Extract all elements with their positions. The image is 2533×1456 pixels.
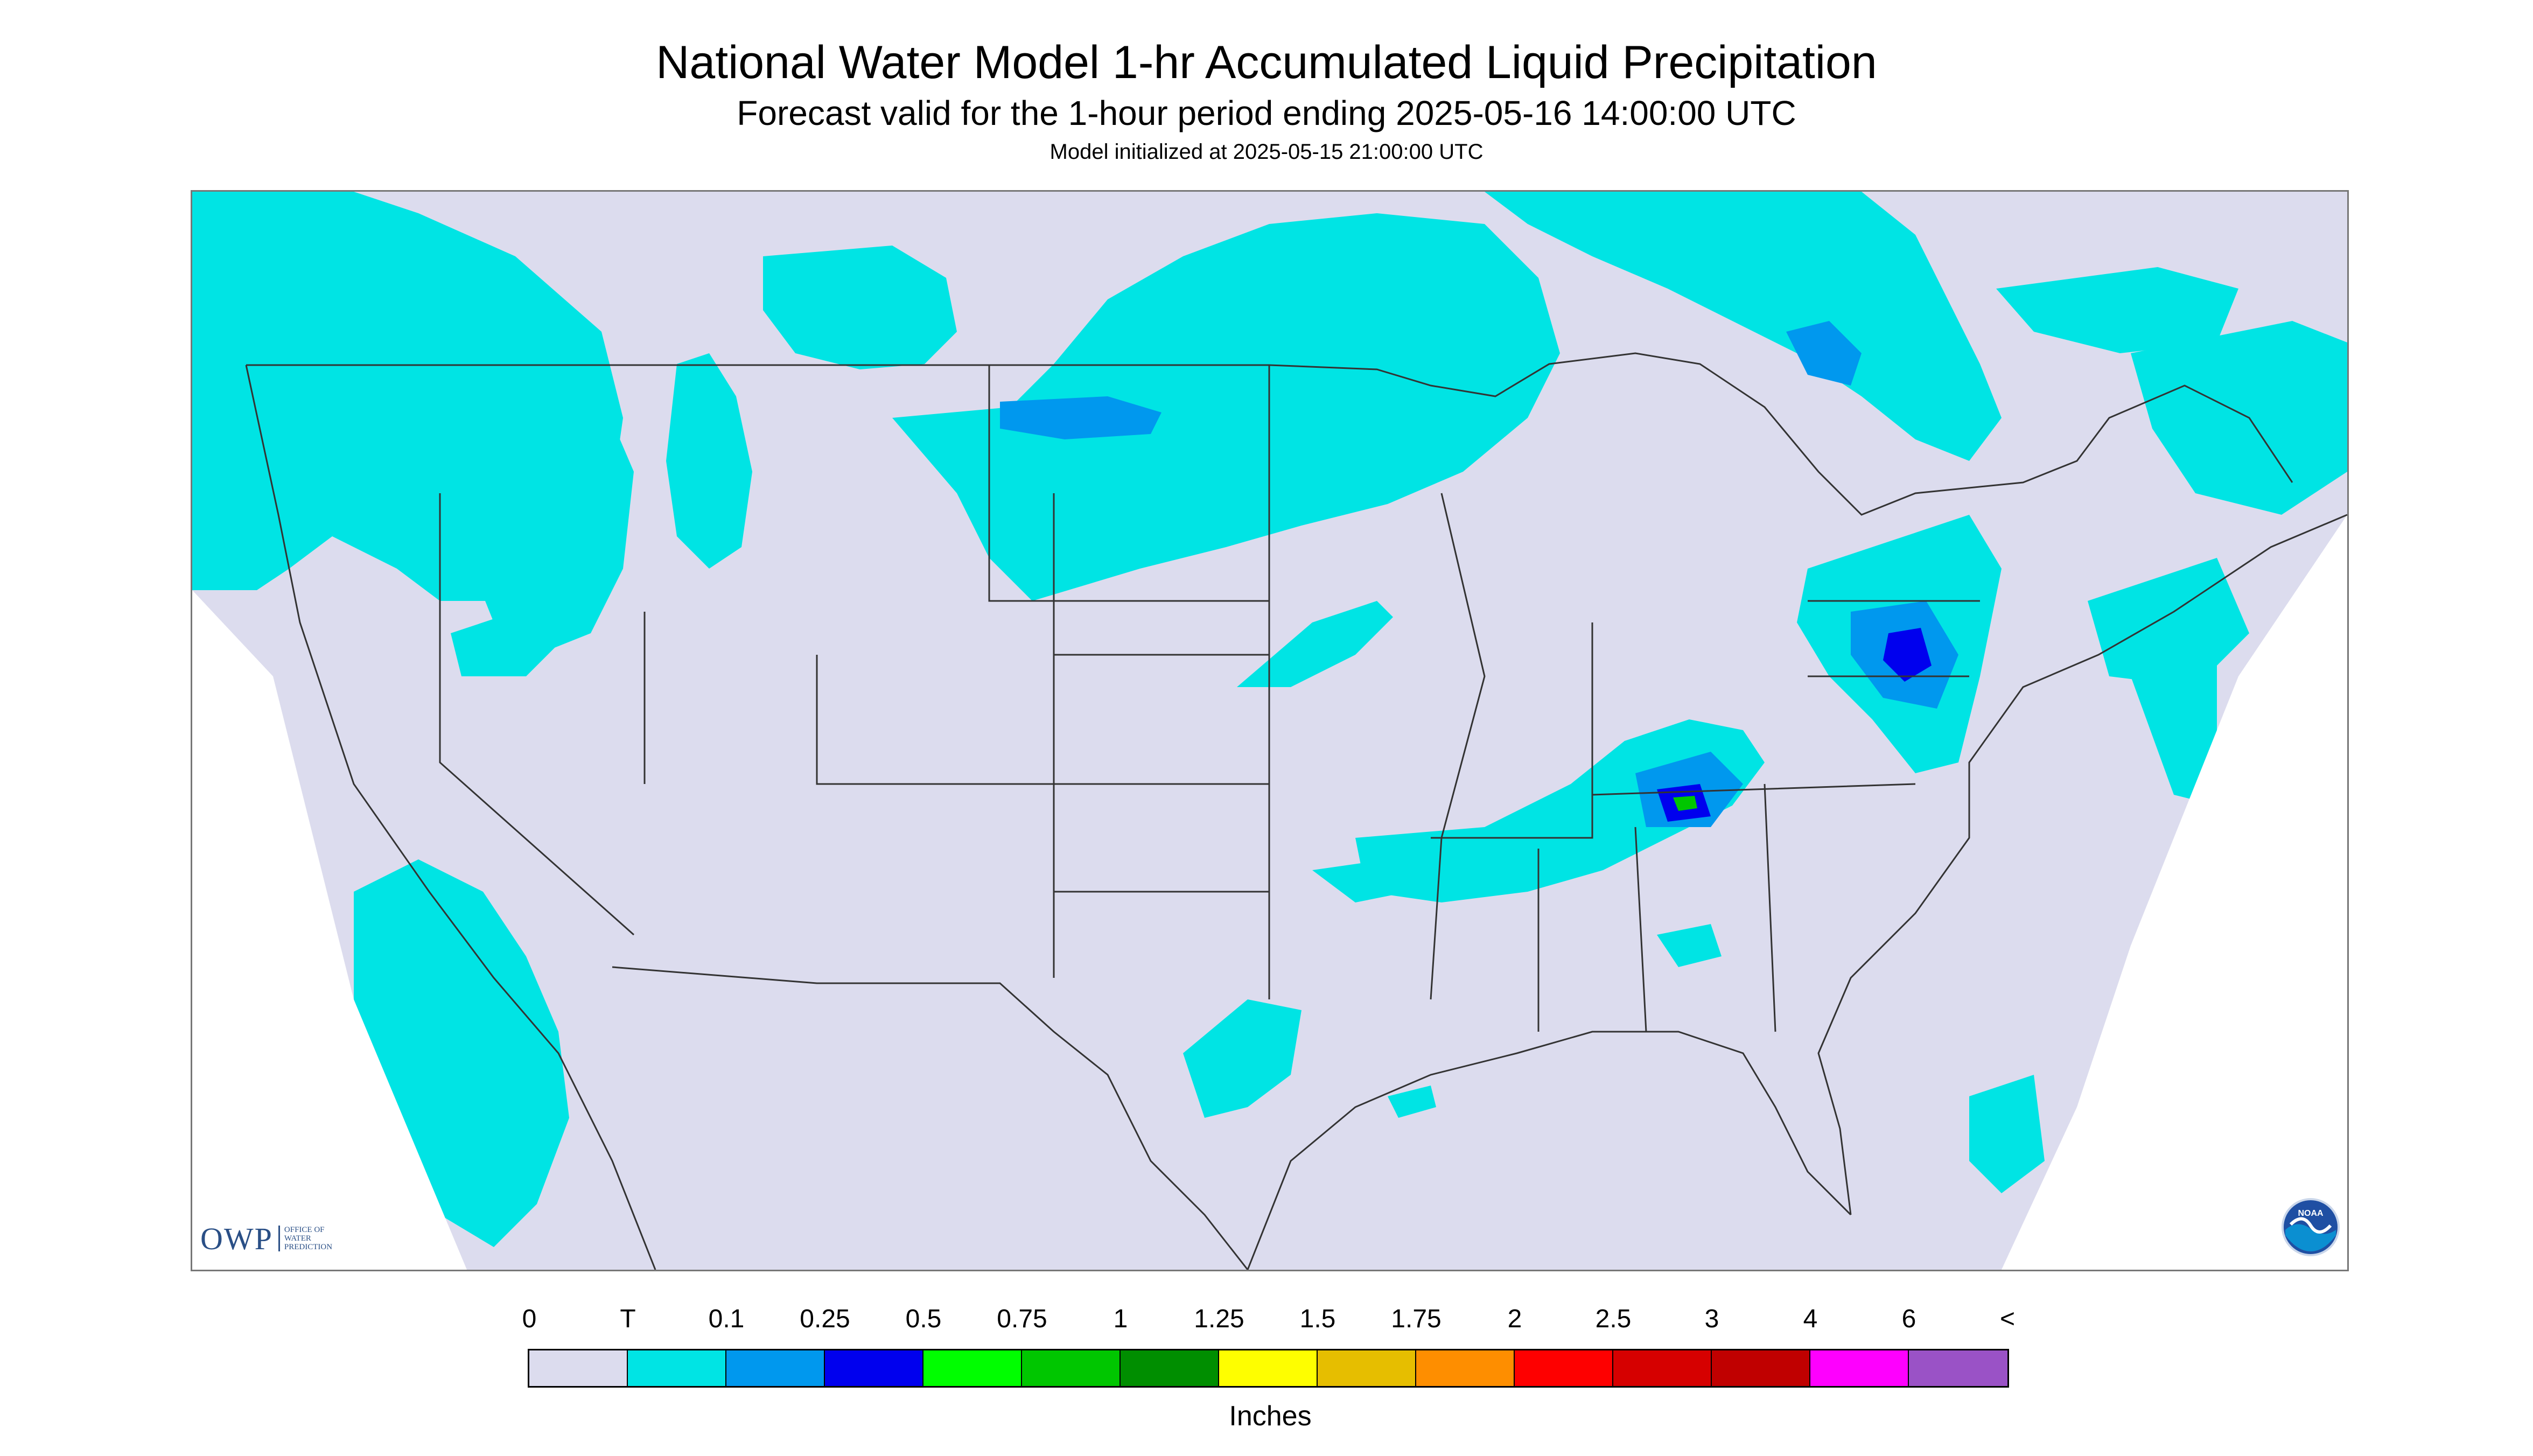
state-line-southeast [1537,783,1776,1032]
legend-swatch [1318,1350,1416,1386]
state-line-northeast [1808,600,1980,677]
legend-label: 0 [522,1305,537,1333]
legend-label: 0.5 [905,1305,942,1333]
precipitation-legend: 0 T 0.1 0.25 0.5 0.75 1 1.25 1.5 1.75 2 2.5 3 4 6 < Inc… [522,1303,2015,1432]
legend-label: 0.75 [997,1305,1047,1333]
owp-logo-subtext: OFFICE OF WATER PREDICTION [278,1226,332,1251]
legend-label: < [1999,1305,2016,1333]
noaa-logo-wave [2285,1224,2336,1251]
precip-region-maritimes [2131,321,2347,515]
legend-label: 2 [1507,1305,1522,1333]
legend-swatch [1909,1350,2007,1386]
legend-label: T [620,1305,636,1333]
owp-logo: OWP OFFICE OF WATER PREDICTION [200,1220,332,1257]
precipitation-layer [192,192,2347,1247]
legend-swatch [726,1350,825,1386]
legend-label: 3 [1704,1305,1719,1333]
legend-swatch [1022,1350,1121,1386]
legend-swatch [628,1350,726,1386]
gulf-coastline [1247,1031,1852,1270]
state-line-ut-co [816,655,1054,785]
legend-swatch [1121,1350,1219,1386]
precip-region-tennessee-band [1355,719,1765,902]
legend-swatch [923,1350,1022,1386]
legend-label: 6 [1901,1305,1916,1333]
precip-region-quebec-moderate [1786,321,1862,386]
legend-swatch [1810,1350,1909,1386]
legend-label: 4 [1803,1305,1818,1333]
precip-region-gulf-streaks [1388,1086,1436,1118]
legend-swatch [1416,1350,1515,1386]
precip-region-northern-plains [892,213,1560,601]
political-boundaries [245,352,2347,1270]
legend-swatch [1515,1350,1613,1386]
state-line-mississippi [1430,493,1486,1000]
precip-region-mid-atlantic-heavy [1883,628,1932,682]
map-subtitle: Forecast valid for the 1-hour period end… [737,94,1796,132]
precip-region-idaho-streaks [666,353,752,569]
precip-region-georgia [1657,924,1722,967]
state-line-ohio-valley [1431,622,1916,839]
legend-label: 2.5 [1595,1305,1632,1333]
precipitation-map [191,190,2349,1271]
legend-swatch [1712,1350,1810,1386]
legend-unit: Inches [1229,1401,1312,1432]
precip-region-texas-gulf [1183,999,1302,1118]
legend-label: 1 [1113,1305,1128,1333]
legend-color-bar [528,1349,2009,1388]
legend-swatch [825,1350,923,1386]
legend-label: 1.5 [1299,1305,1336,1333]
map-title: National Water Model 1-hr Accumulated Li… [656,37,1877,88]
noaa-logo-bird [2289,1217,2332,1234]
precip-region-new-england [2088,558,2249,687]
precip-region-lower-mississippi [1312,859,1409,902]
us-mexico-border [612,966,1249,1270]
legend-label: 1.75 [1391,1305,1442,1333]
legend-label: 1.25 [1194,1305,1244,1333]
precip-region-nevada-light [451,612,558,676]
us-canada-border [246,352,2293,516]
state-line-central [1054,654,1269,893]
precip-region-ontario-quebec [1485,192,2002,461]
legend-swatch [529,1350,628,1386]
precip-region-quebec-east [1996,267,2238,353]
precip-region-iowa-band [1237,601,1393,687]
pacific-coastline [245,365,656,1270]
model-init-time: Model initialized at 2025-05-15 21:00:00… [1049,140,1484,164]
noaa-logo: NOAA [2282,1198,2340,1256]
state-line-dakotas [988,365,1269,602]
legend-labels: 0 T 0.1 0.25 0.5 0.75 1 1.25 1.5 1.75 2 2.5 3 4 6 < [522,1303,2015,1335]
precip-region-north-plains-moderate [1000,396,1161,439]
state-line-west [439,493,634,936]
precip-region-northern-rockies [461,353,634,655]
precip-region-montana [763,246,957,369]
legend-label: 0.1 [708,1305,745,1333]
legend-swatch [1613,1350,1712,1386]
legend-swatch [1219,1350,1318,1386]
precip-region-atlantic-south [1969,1075,2045,1193]
noaa-logo-text: NOAA [2298,1209,2324,1218]
precip-region-tennessee-core [1673,796,1697,811]
owp-logo-text: OWP [200,1221,273,1256]
atlantic-coastline [1817,514,2347,1215]
legend-label: 0.25 [800,1305,850,1333]
precip-region-atlantic-offshore [2131,666,2217,806]
